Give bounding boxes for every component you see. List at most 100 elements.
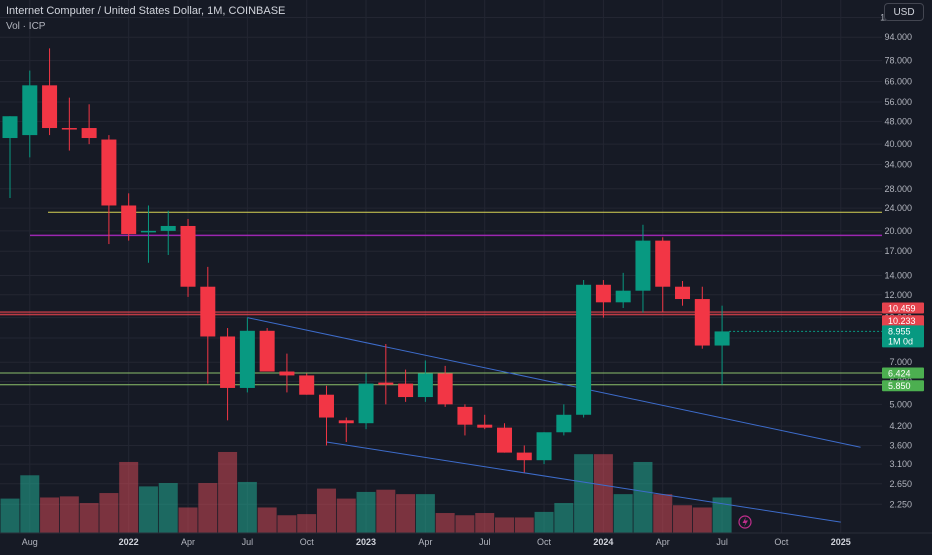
y-tick-label: 56.000 <box>884 97 912 107</box>
x-tick-label: Aug <box>22 537 38 547</box>
flash-icon-bolt <box>742 517 748 527</box>
price-badge-resistance-low-bg <box>882 315 924 327</box>
volume-bar <box>237 481 257 533</box>
candle-body <box>61 128 77 130</box>
volume-bar <box>40 497 60 533</box>
volume-bar <box>435 513 455 533</box>
candle-body <box>595 284 611 303</box>
x-tick-label: Oct <box>774 537 789 547</box>
volume-bar <box>376 489 396 533</box>
x-tick-label: 2025 <box>831 537 851 547</box>
x-tick-label: Jul <box>716 537 728 547</box>
flash-icon <box>738 515 752 529</box>
volume-bar <box>673 505 693 533</box>
volume-bar <box>455 515 475 533</box>
price-badge-support-high: 6.424 <box>888 368 911 378</box>
candle-body <box>121 205 137 235</box>
price-badge-resistance-high-bg <box>882 302 924 314</box>
candle-body <box>338 420 354 424</box>
y-tick-label: 2.650 <box>889 479 912 489</box>
price-badge-last-countdown: 1M 0d <box>888 336 913 346</box>
candle-body <box>635 240 651 291</box>
candle-body <box>714 331 730 346</box>
volume-bar <box>712 497 732 533</box>
volume-bar <box>277 515 297 533</box>
candle-body <box>2 116 18 139</box>
candle-body <box>299 375 315 395</box>
candle-body <box>140 230 156 233</box>
candle-body <box>576 284 592 415</box>
volume-bar <box>59 496 79 533</box>
price-badge-resistance-low: 10.233 <box>888 316 916 326</box>
x-tick-label: Jul <box>242 537 254 547</box>
volume-bar <box>198 483 218 533</box>
volume-bar <box>633 461 653 533</box>
volume-bar <box>218 451 238 533</box>
y-tick-label: 48.000 <box>884 116 912 126</box>
candle-body <box>239 330 255 388</box>
volume-bar <box>297 514 317 533</box>
resistance-zone <box>0 311 882 315</box>
volume-bar <box>396 494 416 533</box>
volume-indicator-label: Vol · ICP <box>6 21 46 32</box>
volume-bar <box>495 517 514 533</box>
x-tick-label: Apr <box>181 537 195 547</box>
volume-bar <box>692 507 712 533</box>
x-tick-label: 2024 <box>593 537 613 547</box>
volume-bar <box>534 511 554 533</box>
volume-bar <box>0 498 20 533</box>
price-badge-last-bg <box>882 325 924 348</box>
y-tick-label: 4.200 <box>889 421 912 431</box>
candle-body <box>22 85 38 136</box>
price-badge-resistance-high: 10.459 <box>888 303 916 313</box>
volume-bar <box>158 483 178 533</box>
candle-body <box>417 373 433 398</box>
currency-button[interactable]: USD <box>884 3 924 21</box>
candle-body <box>615 290 631 303</box>
y-tick-label: 28.000 <box>884 184 912 194</box>
candle-body <box>318 394 334 418</box>
candle-body <box>694 299 710 346</box>
candle-body <box>457 406 473 425</box>
volume-bar <box>356 491 376 533</box>
y-tick-label: 40.000 <box>884 139 912 149</box>
y-tick-label: 3.100 <box>889 459 912 469</box>
candle-body <box>180 225 196 287</box>
trendline <box>247 317 861 448</box>
candle-body <box>358 383 374 424</box>
y-tick-label: 3.600 <box>889 440 912 450</box>
volume-bar <box>593 454 613 533</box>
candle-body <box>81 128 97 139</box>
candle-body <box>398 383 414 398</box>
volume-bar <box>119 461 139 533</box>
price-badge-support-low-bg <box>882 380 924 392</box>
y-tick-label: 66.000 <box>884 76 912 86</box>
candle-body <box>101 139 117 206</box>
volume-bar <box>178 507 198 533</box>
candle-body <box>378 382 394 385</box>
trendline <box>326 441 841 523</box>
candle-body <box>259 330 275 372</box>
x-tick-label: Apr <box>418 537 432 547</box>
x-tick-label: 2023 <box>356 537 376 547</box>
candle-body <box>655 240 671 287</box>
volume-bar <box>514 517 534 533</box>
candle-body <box>556 414 572 433</box>
x-tick-label: Oct <box>537 537 552 547</box>
x-tick-label: 2022 <box>119 537 139 547</box>
y-tick-label: 94.000 <box>884 32 912 42</box>
volume-bar <box>574 454 594 533</box>
y-tick-label: 2.250 <box>889 499 912 509</box>
y-tick-label: 12.000 <box>884 290 912 300</box>
candle-body <box>279 371 295 376</box>
volume-bar <box>138 486 158 533</box>
y-tick-label: 14.000 <box>884 271 912 281</box>
y-tick-label: 5.000 <box>889 399 912 409</box>
volume-bar <box>79 503 99 533</box>
x-tick-label: Oct <box>300 537 315 547</box>
volume-bar <box>20 475 40 533</box>
candle-body <box>220 336 236 388</box>
x-tick-label: Jul <box>479 537 491 547</box>
